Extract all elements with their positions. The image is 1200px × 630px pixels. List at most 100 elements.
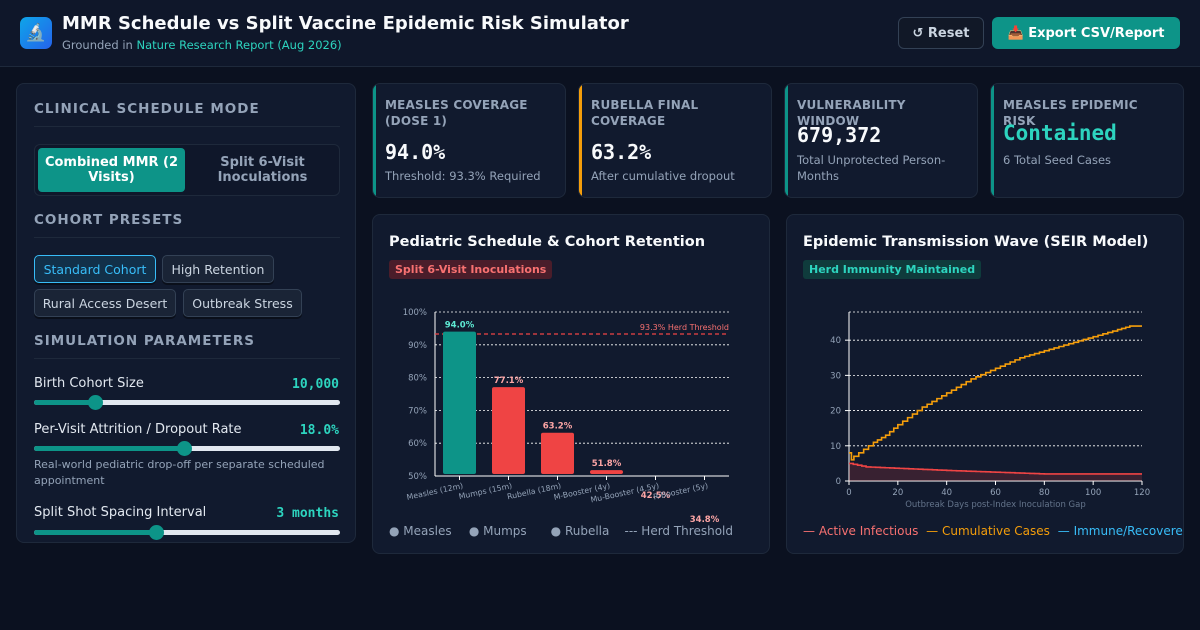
y-tick-label: 90%: [408, 341, 427, 351]
y-tick-label: 0: [836, 477, 841, 487]
card-value: 63.2%: [591, 140, 652, 164]
slider-fill: [34, 400, 96, 405]
epidemic-risk-card: MEASLES EPIDEMIC RISK Contained 6 Total …: [990, 83, 1184, 198]
preset-rural-access-desert[interactable]: Rural Access Desert: [34, 289, 176, 317]
bar: [492, 387, 525, 474]
divider: [34, 126, 340, 127]
bar: [541, 432, 574, 474]
measles-coverage-card: MEASLES COVERAGE (DOSE 1) 94.0% Threshol…: [372, 83, 566, 198]
slider-thumb[interactable]: [88, 395, 104, 410]
spacing-interval-label: Split Shot Spacing Interval: [34, 505, 207, 520]
card-value: Contained: [1003, 121, 1117, 145]
legend-rubella: ● Rubella: [550, 524, 610, 538]
app-header: 🔬 MMR Schedule vs Split Vaccine Epidemic…: [0, 0, 1200, 67]
spacing-interval-slider[interactable]: [34, 525, 340, 540]
legend-cumulative-cases: — Cumulative Cases: [926, 524, 1050, 538]
controls-sidebar: CLINICAL SCHEDULE MODE Combined MMR (2 V…: [16, 83, 356, 543]
legend-immune-recovered: — Immune/Recovered: [1057, 524, 1184, 538]
mode-split-button[interactable]: Split 6-Visit Inoculations: [217, 155, 308, 185]
card-accent: [785, 84, 788, 197]
x-axis-label: Outbreak Days post-Index Inoculation Gap: [905, 500, 1086, 510]
slider-fill: [34, 446, 184, 451]
data-label: 51.8%: [592, 459, 622, 469]
mode-combined-button[interactable]: Combined MMR (2 Visits): [38, 148, 185, 192]
panel-title: Epidemic Transmission Wave (SEIR Model): [803, 234, 1149, 250]
data-label: 77.1%: [494, 376, 524, 386]
card-sub: Threshold: 93.3% Required: [385, 169, 541, 183]
schedule-mode-toggle: Combined MMR (2 Visits) Split 6-Visit In…: [34, 144, 340, 196]
bar: [443, 331, 476, 474]
cohort-size-label: Birth Cohort Size: [34, 376, 144, 391]
schedule-mode-badge: Split 6-Visit Inoculations: [389, 260, 553, 279]
y-tick-label: 30: [830, 371, 841, 381]
attrition-rate-description: Real-world pediatric drop-off per separa…: [34, 458, 325, 487]
herd-threshold-label: 93.3% Herd Threshold: [640, 323, 729, 332]
data-label: 63.2%: [543, 422, 573, 432]
x-tick-label: 20: [892, 488, 903, 498]
attrition-rate-label: Per-Visit Attrition / Dropout Rate: [34, 422, 242, 437]
legend-herd-threshold: --- Herd Threshold: [624, 524, 733, 538]
x-tick-label: Measles (12m): [406, 481, 464, 502]
panel-title: Pediatric Schedule & Cohort Retention: [389, 234, 706, 250]
source-link[interactable]: Nature Research Report (Aug 2026): [136, 38, 342, 52]
rubella-coverage-card: RUBELLA FINAL COVERAGE 63.2% After cumul…: [578, 83, 772, 198]
bar-chart-legend: ● Measles ● Mumps ● Rubella --- Herd Thr…: [389, 524, 733, 538]
attrition-rate-slider[interactable]: [34, 441, 340, 456]
card-label: VULNERABILITY WINDOW: [797, 98, 906, 128]
divider: [34, 237, 340, 238]
preset-standard-cohort[interactable]: Standard Cohort: [34, 255, 156, 283]
x-tick-label: Mumps (15m): [458, 481, 513, 501]
x-tick-label: 120: [1134, 488, 1150, 498]
divider: [34, 358, 340, 359]
y-tick-label: 80%: [408, 374, 427, 384]
slider-thumb[interactable]: [149, 525, 165, 540]
card-value: 94.0%: [385, 140, 446, 164]
data-label: 34.8%: [690, 515, 720, 525]
legend-active-infectious: — Active Infectious: [803, 524, 919, 538]
card-accent: [579, 84, 582, 197]
epidemic-wave-panel: Epidemic Transmission Wave (SEIR Model) …: [786, 214, 1184, 554]
schedule-retention-panel: Pediatric Schedule & Cohort Retention Sp…: [372, 214, 770, 554]
card-label: MEASLES COVERAGE (DOSE 1): [385, 98, 528, 128]
y-tick-label: 40: [830, 336, 841, 346]
card-value: 679,372: [797, 123, 882, 147]
card-accent: [991, 84, 994, 197]
seir-line-chart: 0 10 20 30 40 0 20 40 60 80 100 120 Outbreak Days po…: [830, 311, 1150, 510]
x-tick-label: 0: [846, 488, 851, 498]
subtitle-prefix: Grounded in: [62, 38, 133, 52]
cohort-size-slider[interactable]: [34, 395, 340, 410]
y-tick-label: 60%: [408, 439, 427, 449]
card-sub: 6 Total Seed Cases: [1003, 153, 1112, 167]
x-tick-label: 60: [990, 488, 1001, 498]
page-subtitle: Grounded in Nature Research Report (Aug …: [62, 38, 342, 52]
microscope-icon: 🔬: [20, 17, 52, 49]
cohort-size-value: 10,000: [292, 377, 339, 392]
preset-outbreak-stress[interactable]: Outbreak Stress: [183, 289, 302, 317]
x-tick-label: 100: [1085, 488, 1101, 498]
bar: [590, 470, 623, 474]
preset-high-retention[interactable]: High Retention: [162, 255, 274, 283]
attrition-rate-value: 18.0%: [299, 423, 339, 438]
params-section-title: SIMULATION PARAMETERS: [34, 333, 256, 349]
card-label: RUBELLA FINAL COVERAGE: [591, 98, 699, 128]
legend-measles: ● Measles: [389, 524, 452, 538]
card-sub: Total Unprotected Person-Months: [797, 153, 946, 183]
slider-thumb[interactable]: [176, 441, 192, 456]
line-chart-legend: — Active Infectious — Cumulative Cases —…: [803, 524, 1184, 538]
slider-fill: [34, 530, 157, 535]
presets-section-title: COHORT PRESETS: [34, 212, 184, 228]
card-accent: [373, 84, 376, 197]
data-label: 42.5%: [641, 491, 671, 501]
card-label: MEASLES EPIDEMIC RISK: [1003, 98, 1138, 128]
series-line-active-infectious: [849, 462, 1142, 475]
data-label: 94.0%: [445, 321, 475, 331]
page-title: MMR Schedule vs Split Vaccine Epidemic R…: [62, 13, 629, 34]
x-tick-label: 80: [1039, 488, 1050, 498]
export-button[interactable]: 📥 Export CSV/Report: [992, 17, 1180, 49]
reset-button[interactable]: ↺ Reset: [898, 17, 984, 49]
y-tick-label: 20: [830, 407, 841, 417]
x-tick-label: 40: [941, 488, 952, 498]
vulnerability-window-card: VULNERABILITY WINDOW 679,372 Total Unpro…: [784, 83, 978, 198]
retention-bar-chart: 50% 60% 70% 80% 90% 100% 93.3% Herd Threshold 9…: [403, 308, 729, 525]
y-tick-label: 100%: [403, 308, 427, 318]
